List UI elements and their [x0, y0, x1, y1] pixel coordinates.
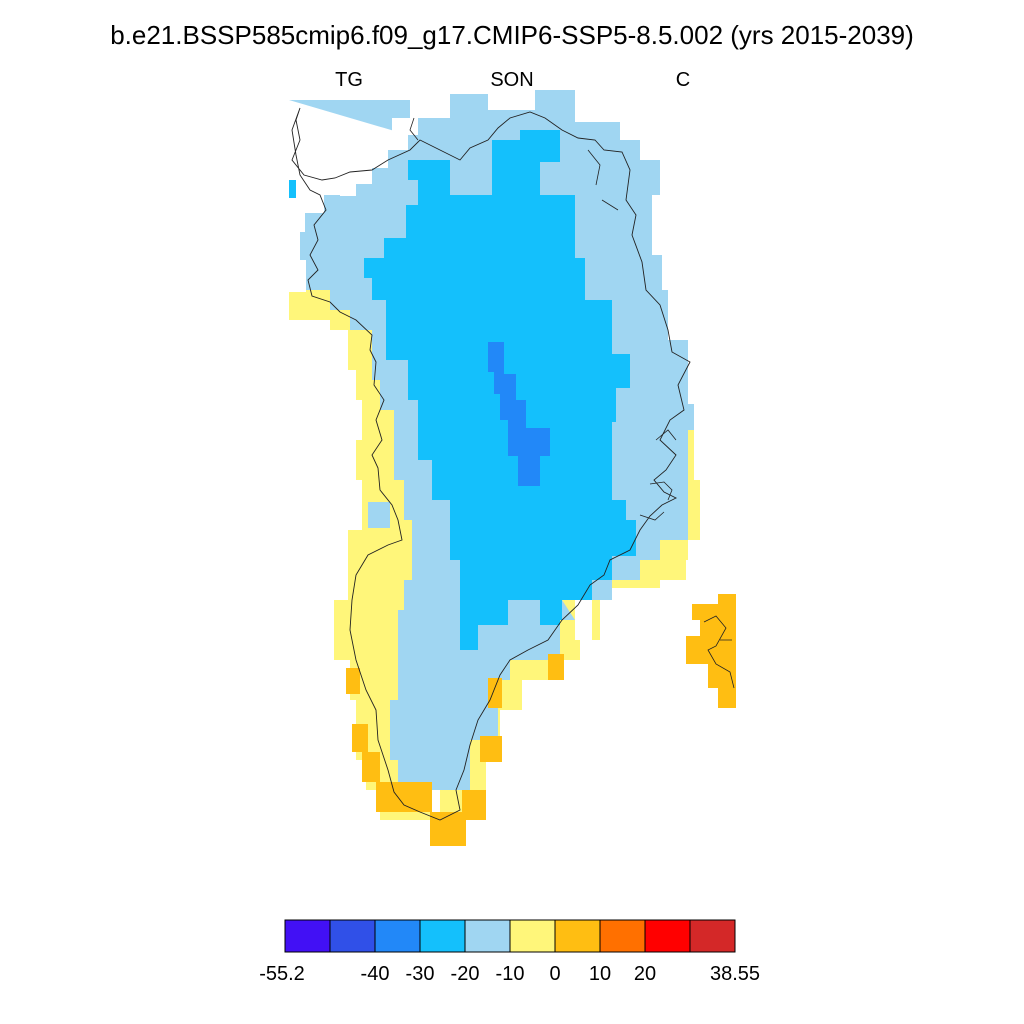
coastline — [291, 107, 691, 821]
colorbar-bin-1 — [329, 919, 376, 953]
colorbar-bin-2 — [374, 919, 421, 953]
coast-orange-cells — [346, 594, 736, 846]
colorbar-bin-5 — [509, 919, 556, 953]
colorbar-label-6: 10 — [589, 963, 611, 985]
colorbar-bin-0 — [284, 919, 331, 953]
colorbar-label-2: -30 — [406, 963, 435, 985]
variable-label: TG — [335, 69, 363, 91]
colorbar-label-7: 20 — [634, 963, 656, 985]
colorbar-label-8: 38.55 — [710, 963, 760, 985]
units-label: C — [675, 69, 691, 91]
colorbar-label-4: -10 — [496, 963, 525, 985]
colorbar-bin-4 — [464, 919, 511, 953]
northwest-gap — [340, 100, 418, 196]
colorbar-bin-7 — [599, 919, 646, 953]
plot-title: b.e21.BSSP585cmip6.f09_g17.CMIP6-SSP5-8.… — [110, 20, 914, 50]
colorbar-bin-9 — [689, 919, 736, 953]
season-label: SON — [490, 69, 534, 91]
coastline-detail — [409, 117, 735, 689]
colorbar-label-1: -40 — [361, 963, 390, 985]
colorbar-label-3: -20 — [451, 963, 480, 985]
ice-core-deep-blue — [488, 342, 550, 486]
coast-yellow-east — [688, 430, 700, 540]
west-edge-cell — [289, 180, 296, 198]
colorbar-bin-6 — [554, 919, 601, 953]
colorbar-boxes — [284, 919, 736, 953]
coast-yellow-southeast — [560, 540, 688, 660]
colorbar-bin-3 — [419, 919, 466, 953]
colorbar-label-0: -55.2 — [259, 963, 305, 985]
coast-yellow-west — [289, 290, 430, 820]
coast-yellow-south — [430, 660, 550, 820]
west-gap-cell — [368, 502, 390, 528]
colorbar-bin-8 — [644, 919, 691, 953]
colorbar-label-5: 0 — [549, 963, 560, 985]
colorbar-labels: -55.2 -40 -30 -20 -10 0 10 20 38.55 — [259, 963, 760, 985]
